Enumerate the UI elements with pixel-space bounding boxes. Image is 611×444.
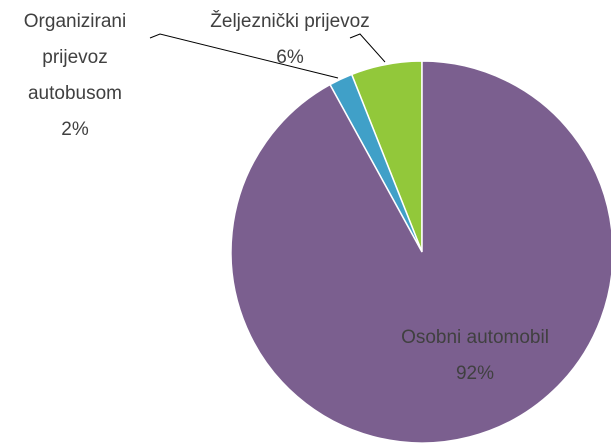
- value-label: 2%: [61, 119, 89, 140]
- category-label: Željeznički prijevoz: [210, 11, 370, 32]
- data-label: Željeznički prijevoz 6%: [210, 4, 370, 76]
- pie-slice: [230, 60, 611, 444]
- value-label: 92%: [455, 363, 495, 384]
- leader-line: [349, 33, 386, 63]
- category-label: Osobni automobil: [401, 327, 549, 348]
- value-label: 6%: [276, 47, 304, 68]
- leader-line: [149, 33, 339, 79]
- data-label: Organizirani prijevoz autobusom 2%: [0, 4, 150, 148]
- category-label: Organizirani prijevoz autobusom: [23, 11, 127, 104]
- data-label: Osobni automobil 92%: [395, 320, 555, 392]
